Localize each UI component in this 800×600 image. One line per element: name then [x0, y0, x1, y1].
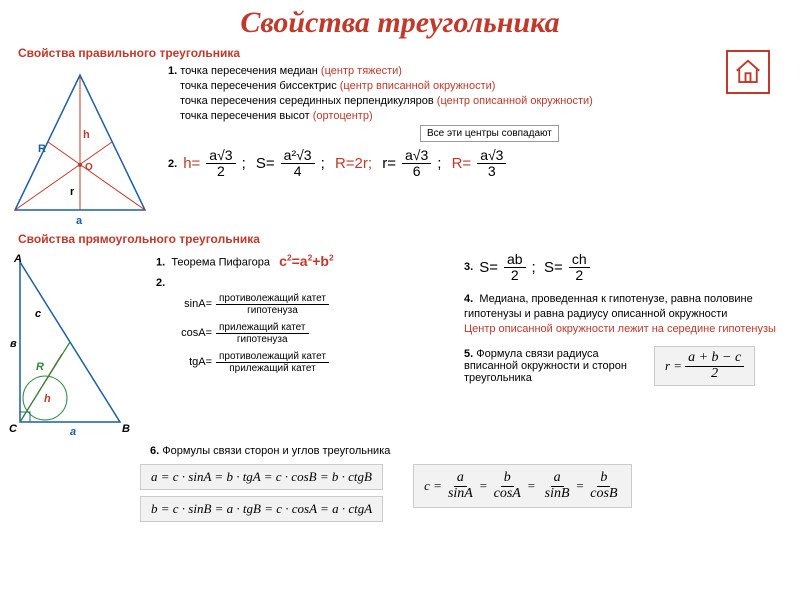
item6-heading: 6. Формулы связи сторон и углов треуголь… [0, 445, 800, 457]
page-title: Свойства треугольника [0, 0, 800, 42]
svg-text:h: h [83, 129, 90, 141]
svg-text:A: A [13, 253, 22, 265]
svg-text:R: R [36, 361, 44, 373]
item1: 1. Теорема Пифагора c2=a2+b2 [156, 252, 460, 269]
formula-c: c = asinA = bcosA = asinB = bcosB [413, 464, 631, 508]
item5: 5. Формула связи радиуса вписанной окруж… [464, 343, 780, 389]
trig-cos: cosA= прилежащий катетгипотенуза [156, 322, 460, 345]
home-icon[interactable] [726, 50, 770, 94]
svg-text:h: h [44, 393, 51, 405]
section2-heading: Свойства прямоугольного треугольника [0, 230, 800, 246]
svg-text:a: a [76, 215, 83, 227]
svg-text:R: R [38, 143, 46, 155]
right-triangle-diagram: A C B c в a R h [0, 252, 150, 442]
section1-formulas: 2. h= a√32 ; S= a²√34 ; R=2r; r= a√36 ; … [160, 142, 800, 178]
svg-text:C: C [9, 423, 18, 435]
svg-text:B: B [122, 423, 130, 435]
svg-text:c: c [35, 308, 41, 320]
trig-tg: tgA= противолежащий катетприлежащий кате… [156, 351, 460, 374]
svg-text:O: O [85, 162, 93, 173]
formula-a: a = c · sinA = b · tgA = c · cosB = b · … [140, 464, 383, 490]
equilateral-diagram: R h O r a [0, 60, 160, 230]
formula-b: b = c · sinB = a · tgB = c · cosA = a · … [140, 496, 383, 522]
trig-sin: sinA= противолежащий катетгипотенуза [156, 293, 460, 316]
section1-point1: 1. точка пересечения медиан (центр тяжес… [160, 60, 800, 123]
item3: 3. S= ab2 ; S= ch2 [464, 252, 780, 282]
svg-text:r: r [70, 186, 75, 198]
item4: 4. Медиана, проведенная к гипотенузе, ра… [464, 292, 780, 337]
svg-text:a: a [70, 426, 76, 438]
centers-note: Все эти центры совпадают [420, 125, 559, 142]
section1-heading: Свойства правильного треугольника [0, 42, 800, 60]
svg-text:в: в [10, 338, 17, 350]
